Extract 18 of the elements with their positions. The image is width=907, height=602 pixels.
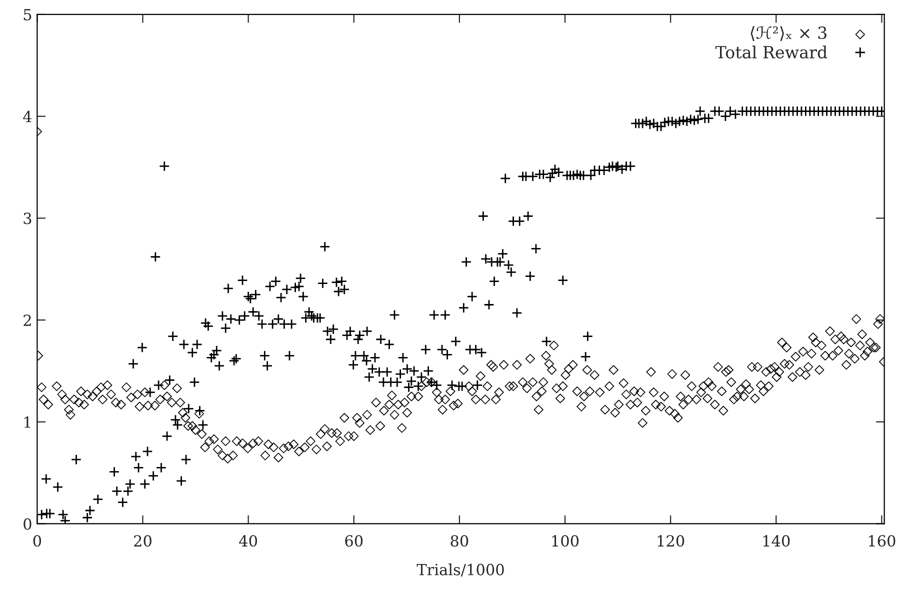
x-tick-label: 0 [33,535,42,547]
y-tick-label: 2 [24,314,31,326]
y-tick-label: 5 [24,9,32,20]
y-tick-label: 4 [23,110,32,122]
x-tick-label: 80 [450,535,468,547]
x-tick-label: 20 [134,535,152,547]
x-tick-label: 40 [239,535,258,547]
y-tick-label: 3 [24,212,32,224]
x-tick-label: 60 [345,535,363,547]
y-tick-label: 0 [24,518,32,530]
legend-label: ⟨ℋ²⟩ₓ × 3 [750,26,826,41]
x-tick-label: 100 [552,535,579,547]
x-axis-title: Trials/1000 [416,564,504,577]
x-tick-label: 120 [658,535,684,547]
legend-label: Total Reward [715,46,828,58]
x-tick-label: 140 [763,535,790,547]
x-tick-label: 160 [868,535,896,547]
y-tick-label: 1 [24,416,30,428]
